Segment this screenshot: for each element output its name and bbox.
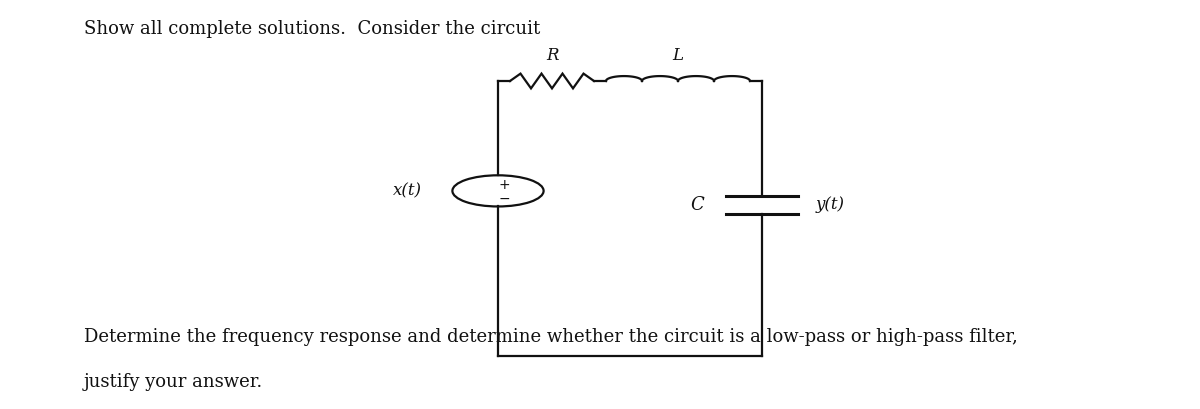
Text: R: R	[546, 47, 558, 63]
Text: Determine the frequency response and determine whether the circuit is a low-pass: Determine the frequency response and det…	[84, 327, 1018, 345]
Text: y(t): y(t)	[816, 196, 845, 213]
Text: Show all complete solutions.  Consider the circuit: Show all complete solutions. Consider th…	[84, 20, 540, 38]
Text: justify your answer.: justify your answer.	[84, 372, 263, 390]
Text: x(t): x(t)	[394, 182, 422, 199]
Text: +: +	[498, 178, 510, 191]
Text: −: −	[498, 191, 510, 205]
Text: C: C	[691, 196, 704, 213]
Text: L: L	[672, 47, 684, 63]
